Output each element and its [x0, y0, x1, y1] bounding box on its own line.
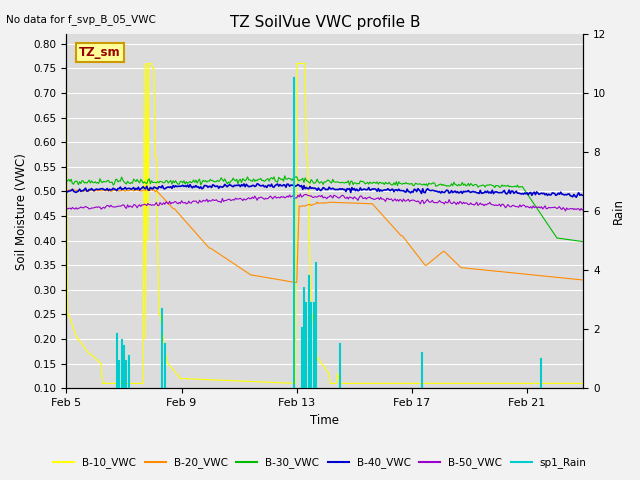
Text: No data for f_svp_B_05_VWC: No data for f_svp_B_05_VWC [6, 14, 156, 25]
Y-axis label: Soil Moisture (VWC): Soil Moisture (VWC) [15, 153, 28, 270]
X-axis label: Time: Time [310, 414, 339, 427]
Title: TZ SoilVue VWC profile B: TZ SoilVue VWC profile B [230, 15, 420, 30]
Y-axis label: Rain: Rain [612, 198, 625, 224]
Text: TZ_sm: TZ_sm [79, 47, 121, 60]
Legend: B-10_VWC, B-20_VWC, B-30_VWC, B-40_VWC, B-50_VWC, sp1_Rain: B-10_VWC, B-20_VWC, B-30_VWC, B-40_VWC, … [49, 453, 591, 472]
